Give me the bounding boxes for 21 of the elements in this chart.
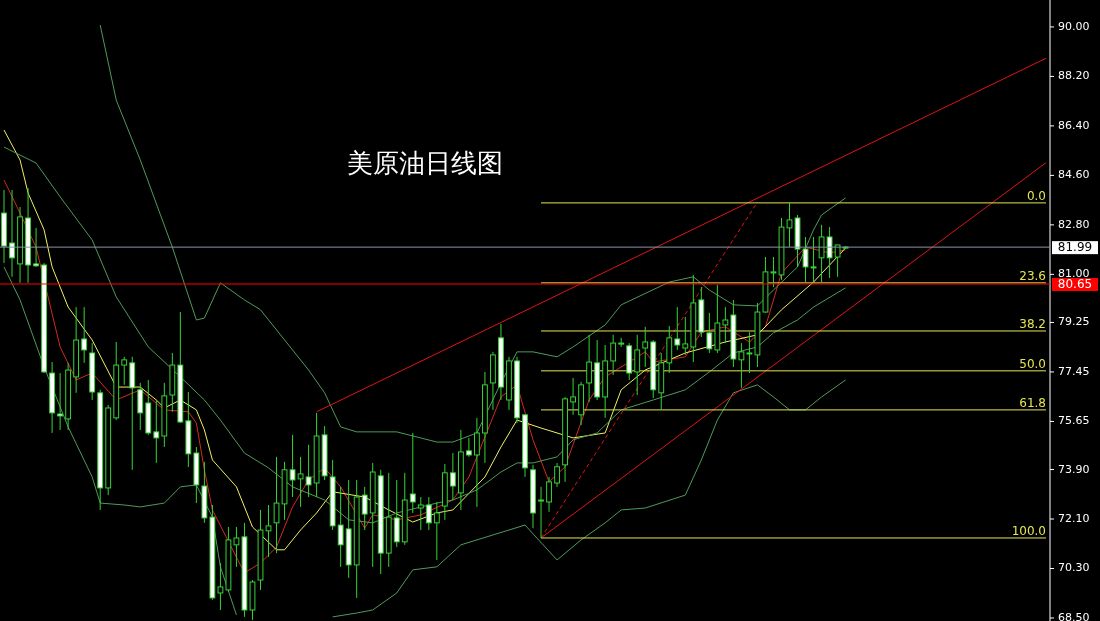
y-tick-label: 70.30	[1058, 561, 1090, 575]
series-label: 23.6	[1019, 268, 1046, 283]
y-tick-label: 82.80	[1058, 217, 1090, 231]
series-label: 38.2	[1019, 316, 1046, 331]
text: 美原油日线图	[347, 148, 503, 178]
series-label: 50.0	[1019, 356, 1046, 371]
y-tick-label: 73.90	[1058, 462, 1090, 476]
y-tick-label: 86.40	[1058, 118, 1090, 132]
ref-line-label: 81.99	[1057, 240, 1093, 255]
y-tick-label: 68.50	[1058, 610, 1090, 621]
y-tick-label: 79.25	[1058, 315, 1090, 329]
y-tick-label: 88.20	[1058, 69, 1090, 83]
y-tick-label: 72.10	[1058, 512, 1090, 526]
y-tick-label: 84.60	[1058, 168, 1090, 182]
series-label: 61.8	[1019, 395, 1046, 410]
y-tick-label: 77.45	[1058, 364, 1090, 378]
ref-line-label: 80.65	[1057, 276, 1093, 291]
y-tick-label: 90.00	[1058, 19, 1090, 33]
y-tick-label: 75.65	[1058, 414, 1090, 428]
series-label: 0.0	[1026, 188, 1046, 203]
series-label: 100.0	[1011, 523, 1046, 538]
